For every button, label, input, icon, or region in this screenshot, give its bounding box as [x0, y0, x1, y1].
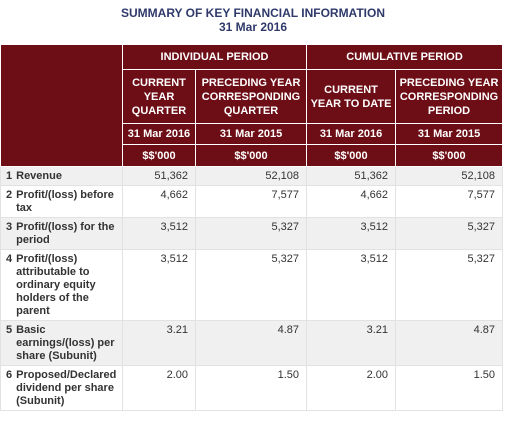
table-row: 6 Proposed/Declared dividend per share (S…	[0, 365, 504, 411]
cell-value: 3,512	[122, 249, 196, 321]
row-number: 3	[6, 221, 13, 233]
cell-value: 3,512	[122, 217, 196, 250]
row-label-text: Profit/(loss) before tax	[16, 189, 114, 214]
cell-value: 51,362	[122, 166, 196, 186]
group-individual-period: INDIVIDUAL PERIOD	[121, 44, 308, 70]
cell-value: 52,108	[194, 166, 308, 186]
unit-col-1: $$'000	[122, 144, 196, 167]
cell-value: 5,327	[194, 217, 308, 250]
group-cumulative-period: CUMULATIVE PERIOD	[306, 44, 504, 70]
cell-value: 7,577	[395, 185, 504, 218]
table-body: 1 Revenue 51,362 52,108 51,362 52,108 2 Pr…	[0, 166, 504, 411]
unit-col-4: $$'000	[395, 144, 504, 167]
row-label-text: Profit/(loss) attributable to ordinary e…	[16, 253, 96, 317]
row-label: 3 Profit/(loss) for the period	[0, 217, 123, 250]
cell-value: 5,327	[395, 249, 504, 321]
row-label: 5 Basic earnings/(loss) per share (Subuni…	[0, 320, 123, 366]
row-number: 5	[6, 324, 13, 336]
cell-value: 3,512	[306, 249, 397, 321]
cell-value: 1.50	[395, 365, 504, 411]
report-title-block: SUMMARY OF KEY FINANCIAL INFORMATION 31 …	[0, 0, 506, 34]
table-row: 2 Profit/(loss) before tax 4,662 7,577 4,…	[0, 185, 504, 218]
table-row: 3 Profit/(loss) for the period 3,512 5,32…	[0, 217, 504, 250]
date-col-2: 31 Mar 2015	[194, 123, 308, 145]
report-title: SUMMARY OF KEY FINANCIAL INFORMATION	[121, 6, 385, 20]
cell-value: 4.87	[194, 320, 308, 366]
table-header: INDIVIDUAL PERIOD CUMULATIVE PERIOD CURR…	[0, 44, 504, 167]
row-label-text: Profit/(loss) for the period	[16, 221, 115, 246]
cell-value: 3.21	[306, 320, 397, 366]
row-label-text: Revenue	[16, 170, 62, 182]
row-label: 2 Profit/(loss) before tax	[0, 185, 123, 218]
date-col-3: 31 Mar 2016	[306, 123, 397, 145]
table-row: 5 Basic earnings/(loss) per share (Subuni…	[0, 320, 504, 366]
cell-value: 4,662	[306, 185, 397, 218]
col-current-year-quarter: CURRENT YEAR QUARTER	[122, 69, 196, 124]
cell-value: 2.00	[306, 365, 397, 411]
unit-col-3: $$'000	[306, 144, 397, 167]
date-col-4: 31 Mar 2015	[395, 123, 504, 145]
cell-value: 4.87	[395, 320, 504, 366]
row-label: 6 Proposed/Declared dividend per share (S…	[0, 365, 123, 411]
table-row: 4 Profit/(loss) attributable to ordinary …	[0, 249, 504, 321]
cell-value: 51,362	[306, 166, 397, 186]
cell-value: 3,512	[306, 217, 397, 250]
header-corner	[0, 44, 123, 167]
cell-value: 1.50	[194, 365, 308, 411]
row-label-text: Basic earnings/(loss) per share (Subunit…	[16, 324, 115, 362]
cell-value: 5,327	[395, 217, 504, 250]
cell-value: 7,577	[194, 185, 308, 218]
col-preceding-year-quarter: PRECEDING YEAR CORRESPONDING QUARTER	[194, 69, 308, 124]
row-number: 4	[6, 253, 13, 265]
financial-summary-table: INDIVIDUAL PERIOD CUMULATIVE PERIOD CURR…	[0, 44, 504, 411]
row-number: 1	[6, 170, 13, 182]
report-date: 31 Mar 2016	[218, 20, 288, 34]
row-label: 1 Revenue	[0, 166, 123, 186]
unit-col-2: $$'000	[194, 144, 308, 167]
cell-value: 52,108	[395, 166, 504, 186]
row-number: 6	[6, 369, 13, 381]
row-number: 2	[6, 189, 13, 201]
table-row: 1 Revenue 51,362 52,108 51,362 52,108	[0, 166, 504, 186]
cell-value: 4,662	[122, 185, 196, 218]
col-preceding-year-period: PRECEDING YEAR CORRESPONDING PERIOD	[395, 69, 504, 124]
cell-value: 2.00	[122, 365, 196, 411]
col-current-year-to-date: CURRENT YEAR TO DATE	[306, 69, 397, 124]
date-col-1: 31 Mar 2016	[122, 123, 196, 145]
row-label: 4 Profit/(loss) attributable to ordinary …	[0, 249, 123, 321]
cell-value: 3.21	[122, 320, 196, 366]
cell-value: 5,327	[194, 249, 308, 321]
row-label-text: Proposed/Declared dividend per share (Su…	[16, 369, 117, 407]
